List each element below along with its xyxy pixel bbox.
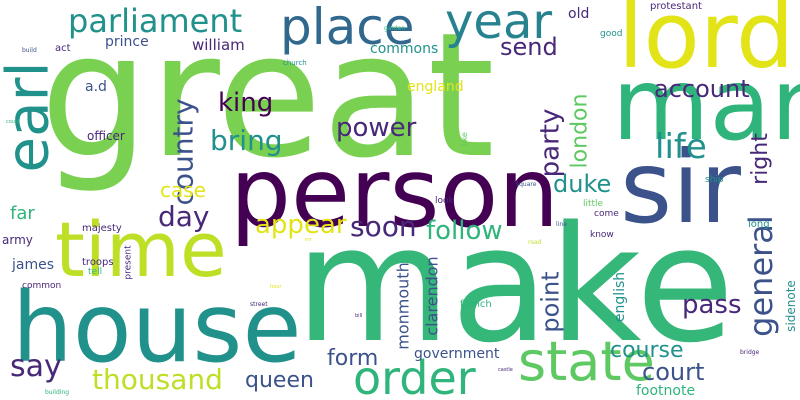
- word-clarendon: clarendon: [422, 256, 442, 336]
- word-man: man: [612, 46, 800, 163]
- word-long: long: [748, 219, 770, 230]
- word-earl: earl: [0, 61, 62, 173]
- word-common: common: [22, 281, 62, 291]
- word-general: general: [741, 215, 780, 337]
- word-castle: castle: [498, 367, 513, 373]
- word-court: court: [642, 358, 705, 386]
- word-sir: sir: [620, 129, 741, 246]
- word-hour: hour: [270, 284, 282, 290]
- word-like: like: [459, 132, 469, 146]
- word-footnote: footnote: [636, 383, 696, 399]
- word-prince: prince: [105, 34, 149, 50]
- word-far: far: [10, 203, 35, 224]
- word-right: right: [747, 133, 773, 185]
- word-come: come: [594, 209, 619, 219]
- word-protestant: protestant: [650, 1, 702, 12]
- word-life: life: [655, 127, 707, 167]
- word-monmouth: monmouth: [393, 262, 413, 350]
- word-good: good: [600, 29, 623, 39]
- word-little: little: [583, 199, 604, 209]
- word-pass: pass: [682, 290, 742, 320]
- word-a-d: a.d: [85, 79, 107, 95]
- word-king: king: [218, 88, 274, 118]
- word-bridge: bridge: [740, 349, 760, 356]
- word-state: state: [518, 330, 655, 393]
- word-parliament: parliament: [68, 2, 243, 40]
- word-place: place: [280, 0, 415, 56]
- word-london: london: [567, 93, 593, 169]
- word-sidenote: sidenote: [783, 280, 798, 332]
- word-appear: appear: [255, 210, 347, 240]
- word-old: old: [568, 6, 590, 22]
- word-french: french: [460, 299, 492, 310]
- word-bring: bring: [210, 124, 283, 157]
- word-person: person: [230, 137, 560, 249]
- word-thousand: thousand: [92, 363, 223, 396]
- word-line: line: [556, 221, 567, 228]
- word-form: form: [327, 346, 379, 371]
- word-year: year: [445, 0, 553, 50]
- word-course: course: [610, 338, 684, 363]
- word-make: make: [295, 191, 735, 378]
- word-james: james: [12, 257, 55, 273]
- word-army: army: [2, 233, 33, 247]
- word-look: look: [435, 196, 454, 206]
- word-follow: follow: [426, 216, 503, 246]
- word-england: england: [407, 79, 464, 95]
- word-troops: troops: [82, 257, 114, 268]
- word-ship: ship: [705, 175, 724, 185]
- word-order: order: [353, 351, 476, 400]
- word-square: square: [516, 181, 537, 188]
- word-build: build: [22, 47, 37, 54]
- word-could: could: [6, 119, 20, 125]
- word-mr: mr: [305, 237, 312, 243]
- word-time: time: [55, 205, 227, 294]
- word-power: power: [336, 113, 417, 143]
- word-government: government: [414, 346, 500, 362]
- word-lord: lord: [618, 0, 795, 89]
- word-point: point: [536, 271, 565, 333]
- word-say: say: [10, 349, 62, 384]
- word-know: know: [590, 230, 614, 240]
- word-account: account: [654, 75, 750, 103]
- word-party: party: [535, 108, 566, 178]
- word-house: house: [12, 272, 302, 384]
- word-day: day: [158, 200, 210, 233]
- word-commons: commons: [370, 41, 439, 57]
- word-officer: officer: [87, 129, 125, 143]
- word-case: case: [160, 178, 206, 202]
- word-duke: duke: [553, 170, 612, 198]
- word-soon: soon: [350, 210, 417, 243]
- word-tell: tell: [88, 267, 103, 277]
- word-english: english: [612, 271, 629, 323]
- word-act: act: [55, 43, 71, 54]
- word-william: william: [192, 36, 245, 54]
- word-great: great: [40, 0, 495, 196]
- word-garden: garden: [384, 25, 406, 32]
- word-road: road: [528, 239, 542, 246]
- word-church: church: [283, 59, 307, 67]
- word-building: building: [45, 389, 70, 396]
- word-majesty: majesty: [82, 223, 122, 234]
- word-bill: bill: [355, 313, 363, 319]
- word-present: present: [123, 245, 134, 280]
- word-queen: queen: [245, 368, 314, 393]
- word-send: send: [500, 33, 558, 61]
- word-street: street: [250, 301, 268, 308]
